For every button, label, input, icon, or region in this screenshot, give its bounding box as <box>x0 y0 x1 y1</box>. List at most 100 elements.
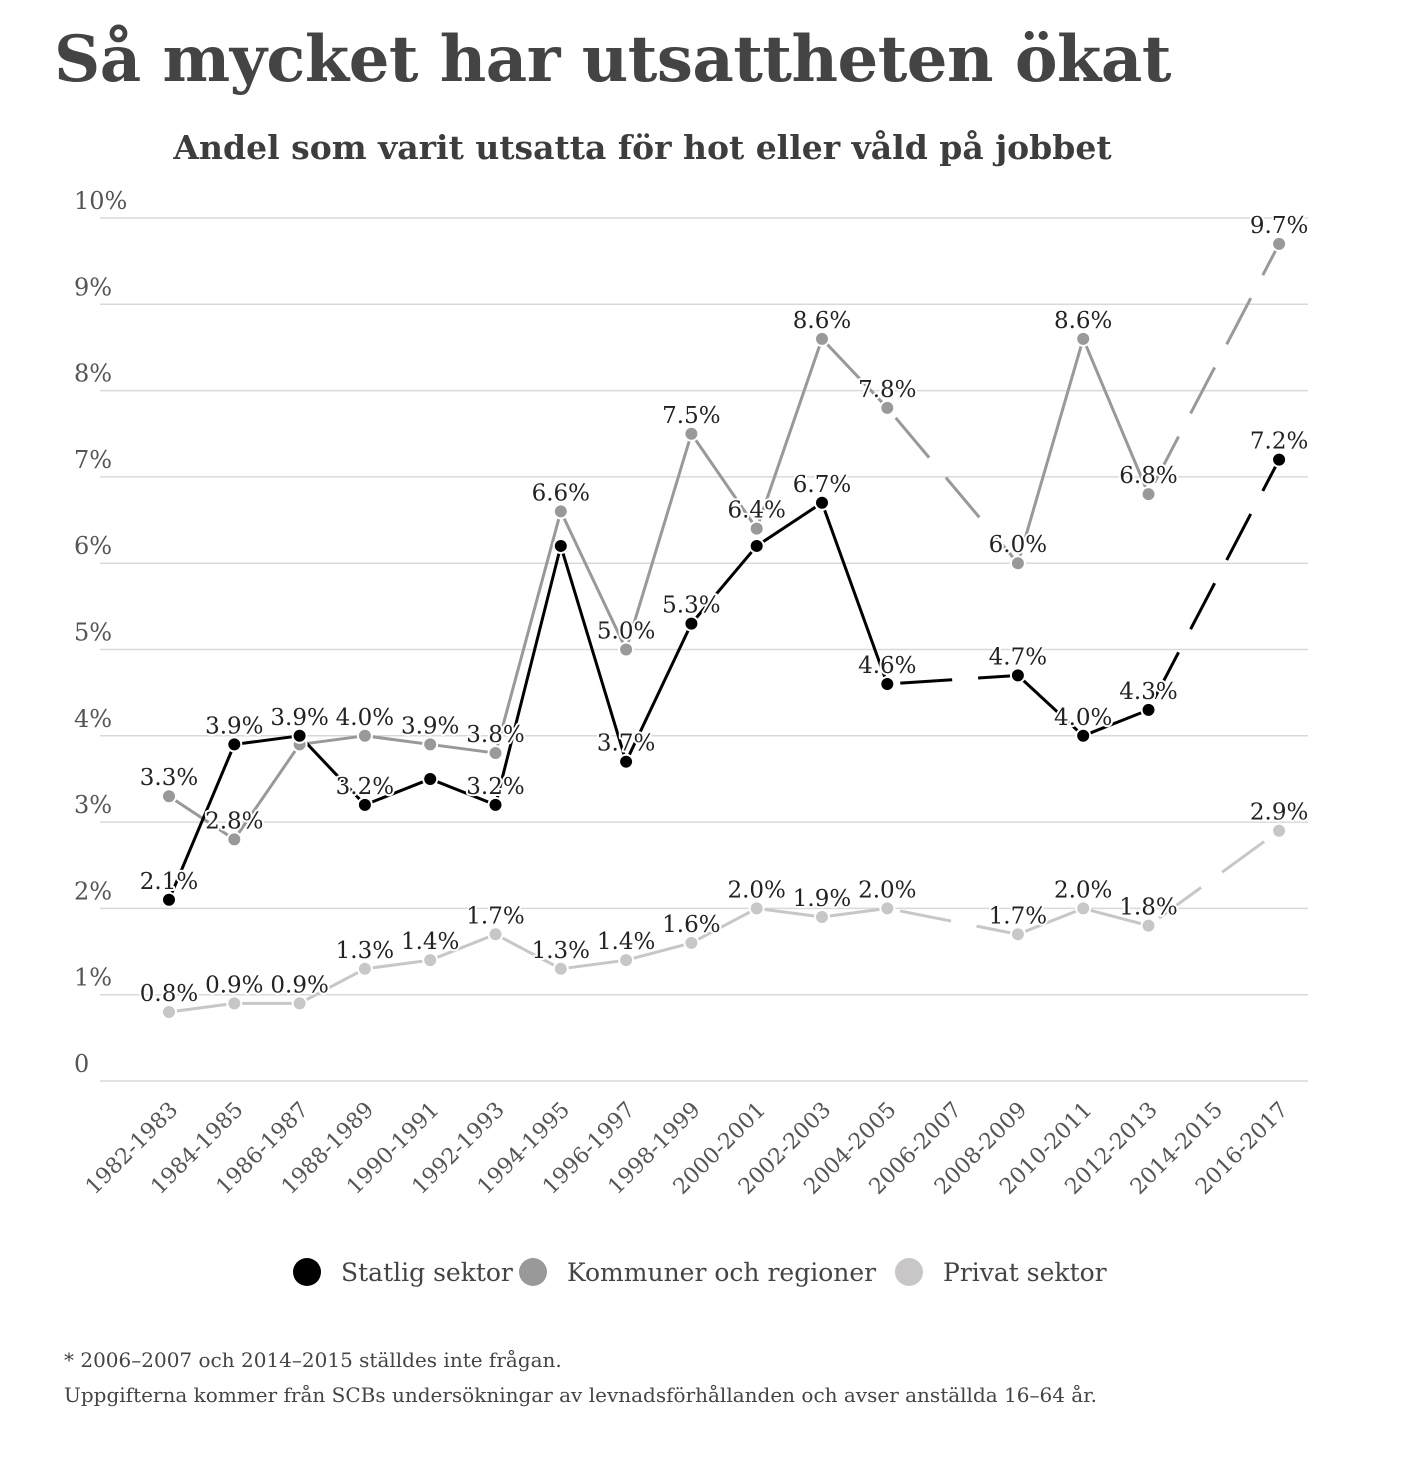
data-point <box>879 900 896 917</box>
data-label: 2.0% <box>727 877 785 903</box>
data-point <box>1140 701 1157 718</box>
data-point <box>356 796 373 813</box>
legend-label: Kommuner och regioner <box>567 1258 876 1287</box>
data-label: 1.7% <box>989 903 1047 929</box>
data-label: 1.7% <box>466 903 524 929</box>
data-point <box>1075 727 1092 744</box>
data-point <box>356 960 373 977</box>
data-label: 2.0% <box>1054 877 1112 903</box>
data-label: 0.9% <box>270 972 328 998</box>
y-tick-label: 1% <box>74 964 112 992</box>
data-point <box>618 753 635 770</box>
legend-label: Statlig sektor <box>341 1258 513 1287</box>
data-label: 3.9% <box>401 713 459 739</box>
y-tick-label: 10% <box>74 187 127 215</box>
y-tick-label: 3% <box>74 791 112 819</box>
data-label: 0.8% <box>140 981 198 1007</box>
data-point <box>1075 900 1092 917</box>
data-label: 1.4% <box>597 929 655 955</box>
data-point <box>291 995 308 1012</box>
data-label: 4.7% <box>989 644 1047 670</box>
data-point <box>291 727 308 744</box>
data-label: 1.6% <box>662 912 720 938</box>
footnote: * 2006–2007 och 2014–2015 ställdes inte … <box>64 1348 562 1372</box>
data-point <box>487 796 504 813</box>
data-label: 3.3% <box>140 765 198 791</box>
legend-label: Privat sektor <box>943 1258 1107 1287</box>
data-label: 1.8% <box>1119 895 1177 921</box>
data-label: 2.9% <box>1250 800 1308 826</box>
data-point <box>487 745 504 762</box>
data-point <box>356 727 373 744</box>
series-line <box>168 337 889 841</box>
data-point <box>1271 235 1288 252</box>
y-tick-label: 2% <box>74 877 112 905</box>
data-label: 2.0% <box>858 877 916 903</box>
data-point <box>814 909 830 926</box>
data-label: 6.4% <box>727 498 785 524</box>
data-point <box>1009 555 1026 572</box>
series-gap-line <box>887 673 1018 686</box>
data-label: 1.3% <box>336 938 394 964</box>
series-gap-line <box>1147 458 1281 711</box>
data-point <box>879 676 896 693</box>
data-point <box>552 503 569 520</box>
data-point <box>683 934 700 951</box>
series-gap-line <box>887 906 1019 936</box>
data-label: 8.6% <box>1054 308 1112 334</box>
data-point <box>814 494 830 511</box>
data-label: 5.3% <box>662 593 720 619</box>
data-point <box>1271 451 1288 468</box>
data-label: 3.9% <box>205 713 263 739</box>
series-line <box>168 906 888 1014</box>
data-label: 6.0% <box>989 532 1047 558</box>
data-point <box>683 615 700 632</box>
data-point <box>161 1003 177 1020</box>
y-tick-label: 7% <box>74 446 112 474</box>
data-point <box>422 952 439 969</box>
data-label: 9.7% <box>1250 213 1308 239</box>
data-point <box>683 425 700 442</box>
data-label: 1.4% <box>401 929 459 955</box>
data-point <box>161 891 177 908</box>
data-point <box>618 952 635 969</box>
y-tick-label: 5% <box>74 619 112 647</box>
data-point <box>618 641 635 658</box>
data-point <box>161 788 177 805</box>
data-label: 8.6% <box>793 308 851 334</box>
data-point <box>1009 667 1026 684</box>
y-tick-label: 6% <box>74 532 112 560</box>
data-point <box>487 926 504 943</box>
series-gap-line <box>1147 829 1280 927</box>
data-label: 7.8% <box>858 377 916 403</box>
data-point <box>226 995 243 1012</box>
data-label: 7.5% <box>662 403 720 429</box>
data-label: 4.0% <box>336 705 394 731</box>
data-point <box>879 399 896 416</box>
series-gap-line <box>886 406 1020 565</box>
data-label: 2.8% <box>205 808 263 834</box>
data-point <box>1140 486 1157 503</box>
data-label: 4.3% <box>1119 679 1177 705</box>
data-label: 1.3% <box>532 938 590 964</box>
data-label: 4.6% <box>858 653 916 679</box>
data-label: 4.0% <box>1054 705 1112 731</box>
data-point <box>814 330 830 347</box>
data-point <box>748 900 765 917</box>
data-label: 2.1% <box>140 869 198 895</box>
data-label: 3.2% <box>336 774 394 800</box>
data-label: 1.9% <box>793 886 851 912</box>
y-tick-label: 9% <box>74 273 112 301</box>
series-gap-line <box>1147 243 1281 495</box>
data-label: 6.7% <box>793 472 851 498</box>
data-label: 6.8% <box>1119 463 1177 489</box>
data-label: 6.6% <box>532 480 590 506</box>
data-label: 5.0% <box>597 619 655 645</box>
data-label: 3.8% <box>466 722 524 748</box>
data-label: 0.9% <box>205 972 263 998</box>
data-label: 3.9% <box>270 705 328 731</box>
legend-marker <box>293 1258 321 1286</box>
line-chart: 01%2%3%4%5%6%7%8%9%10%1982-19831984-1985… <box>74 187 1310 1287</box>
data-point <box>1140 917 1157 934</box>
y-tick-label: 8% <box>74 360 112 388</box>
